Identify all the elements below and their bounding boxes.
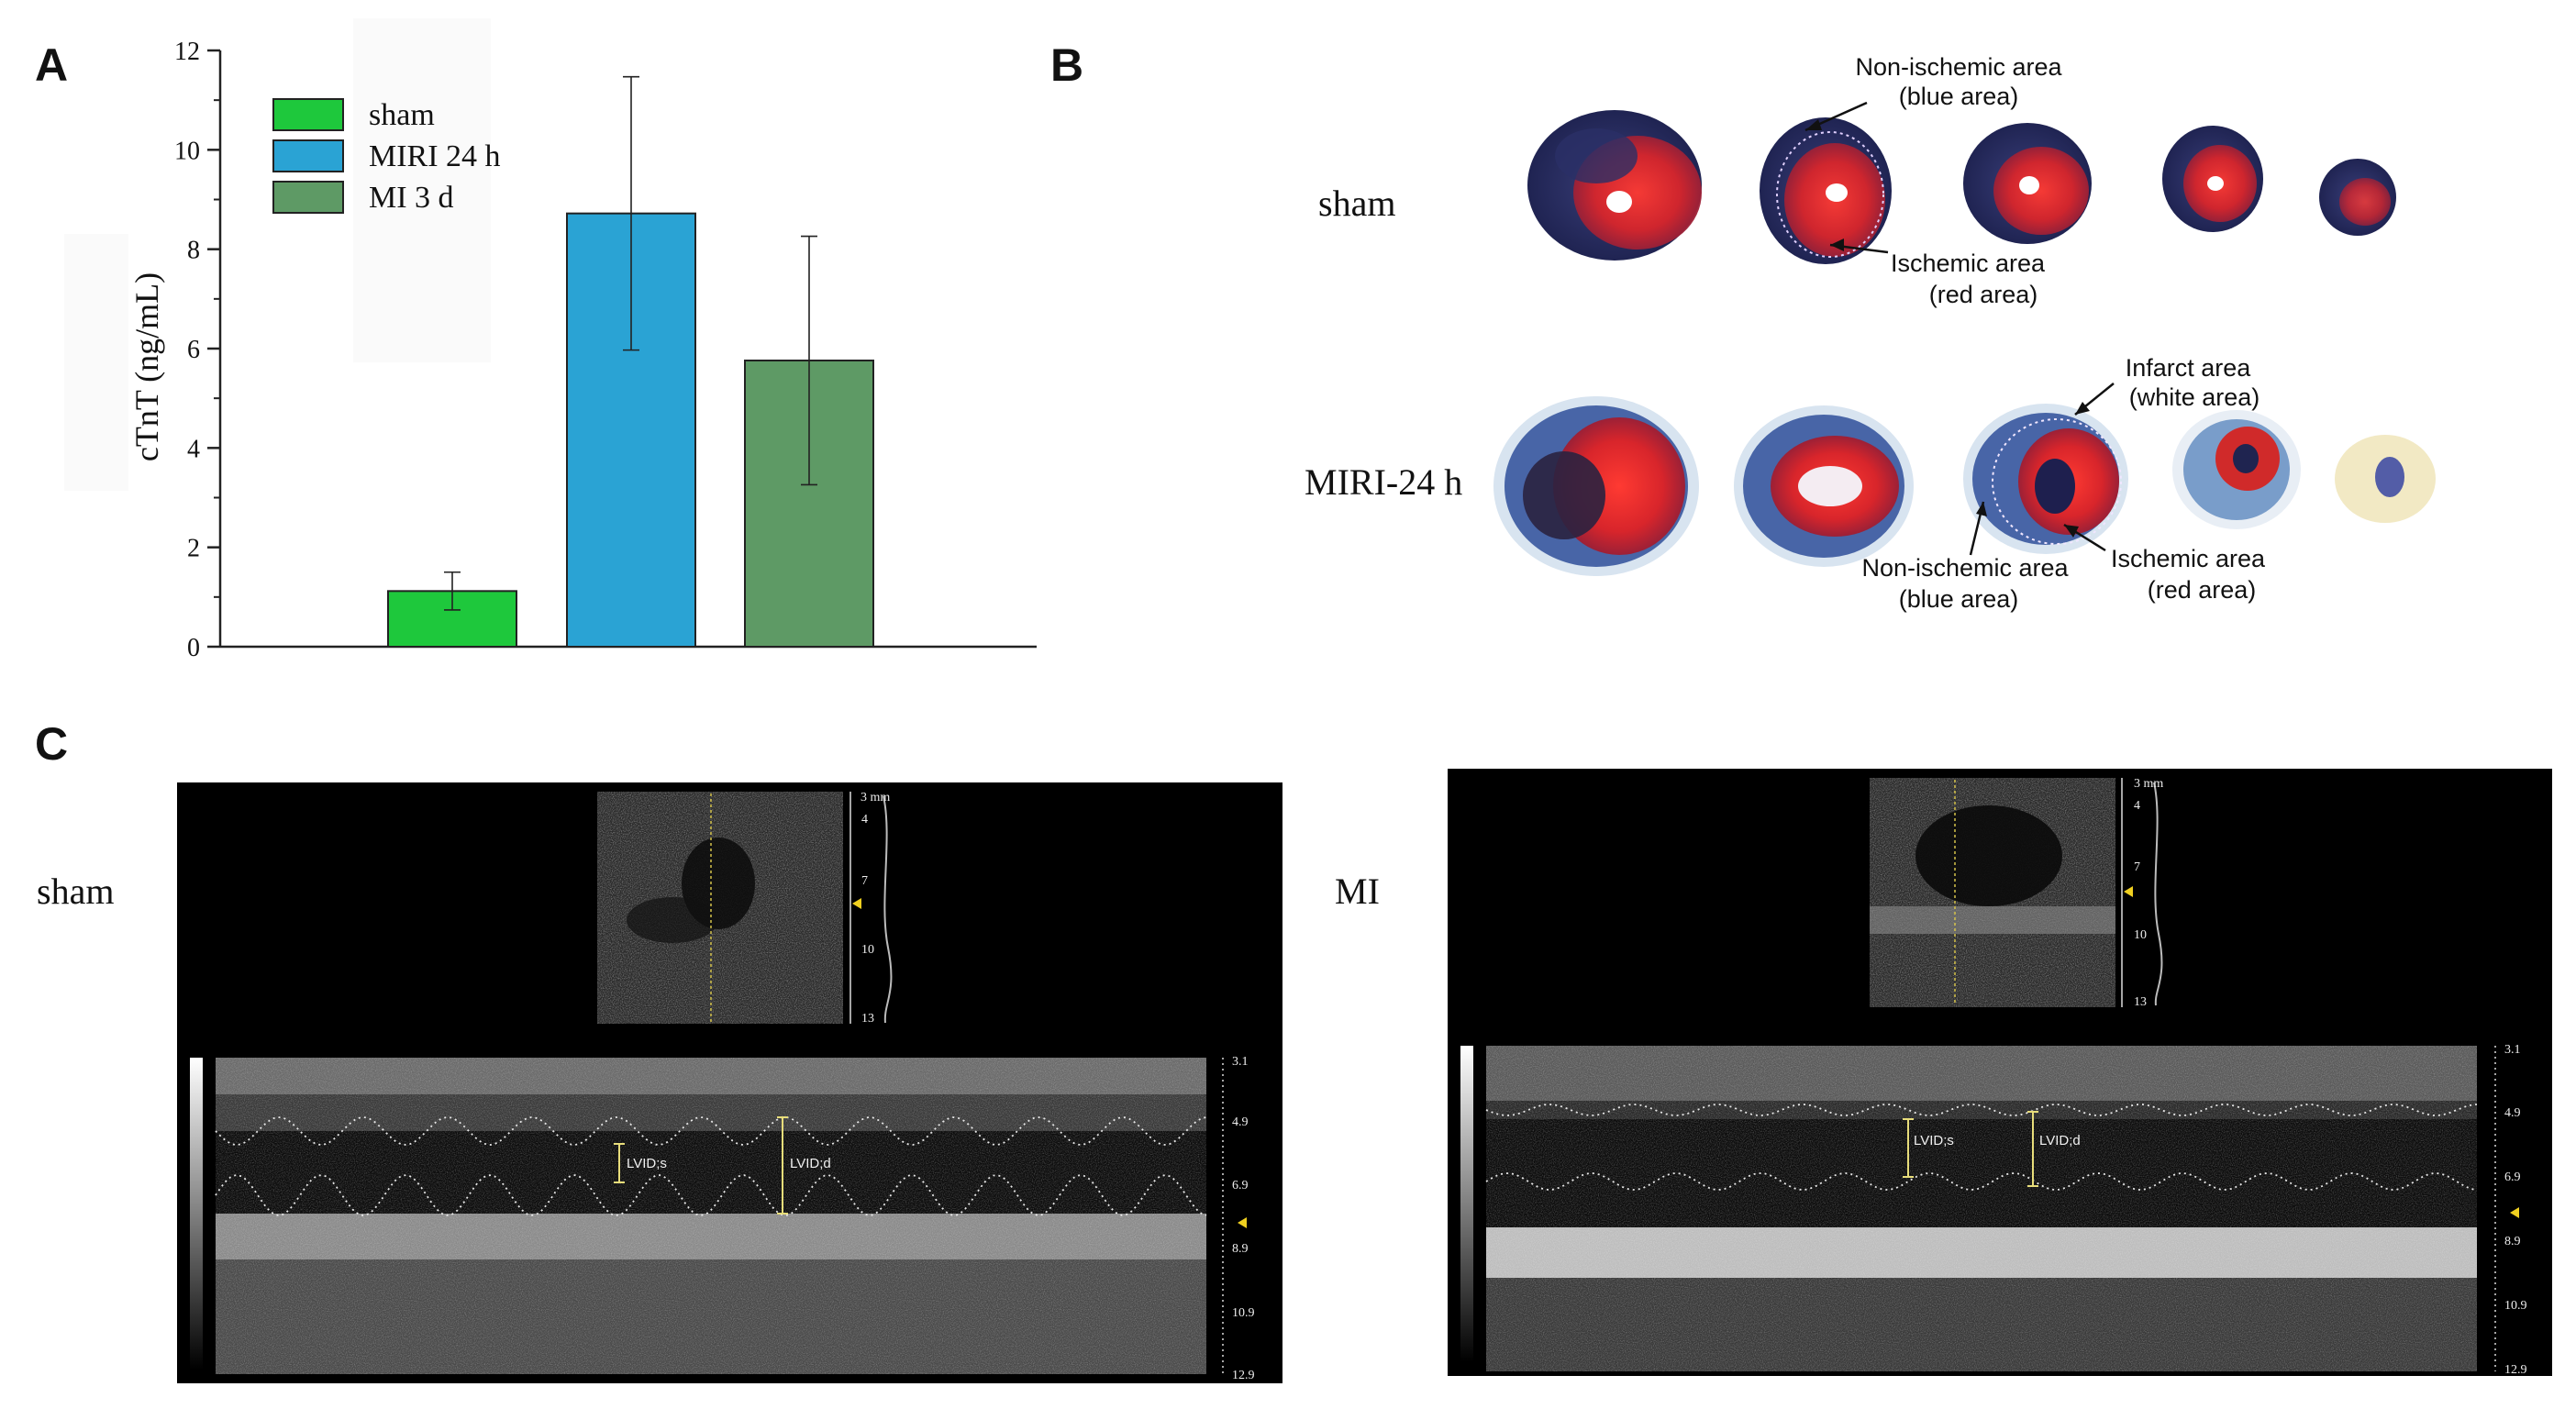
svg-text:3.1: 3.1	[2504, 1043, 2521, 1057]
bmode-image-sham	[597, 792, 843, 1024]
bmode-depth-scale-mi: 3 mm 4 7 10 13	[2121, 777, 2163, 1009]
echo-group-label-sham: sham	[37, 871, 115, 912]
svg-text:13: 13	[2134, 995, 2147, 1009]
miri-slice-4	[2172, 410, 2301, 529]
svg-text:3 mm: 3 mm	[2134, 777, 2163, 791]
svg-text:LVID;d: LVID;d	[790, 1156, 831, 1171]
miri-slice-2	[1734, 405, 1914, 567]
y-tick-label: 6	[187, 336, 200, 364]
svg-text:12.9: 12.9	[2504, 1363, 2527, 1376]
sham-slice-1	[1527, 110, 1702, 261]
svg-text:4.9: 4.9	[1232, 1115, 1249, 1129]
sham-slice-2	[1760, 117, 1892, 264]
svg-text:LVID;s: LVID;s	[1914, 1133, 1954, 1148]
miri-slice-5	[2335, 435, 2436, 523]
svg-text:Ischemic area: Ischemic area	[2111, 545, 2266, 572]
legend-label: MIRI 24 h	[369, 139, 501, 173]
svg-text:6.9: 6.9	[1232, 1179, 1249, 1193]
svg-text:10: 10	[2134, 928, 2147, 942]
ttc-staining-images	[1493, 110, 2436, 576]
miri-slice-3	[1963, 404, 2128, 554]
svg-text:8.9: 8.9	[2504, 1235, 2521, 1248]
sham-slice-4	[2162, 126, 2263, 232]
legend-swatch	[272, 98, 344, 131]
svg-text:Non-ischemic area: Non-ischemic area	[1855, 53, 2062, 81]
panel-b-letter: B	[1050, 39, 1084, 91]
grayscale-bar-sham	[190, 1058, 203, 1370]
svg-text:6.9: 6.9	[2504, 1170, 2521, 1184]
svg-text:Non-ischemic area: Non-ischemic area	[1861, 554, 2069, 582]
annotation-miri-ischemic: Ischemic area (red area)	[2063, 523, 2266, 604]
grayscale-bar-mi	[1460, 1046, 1473, 1362]
y-tick-label: 0	[187, 634, 200, 662]
svg-text:LVID;s: LVID;s	[627, 1156, 667, 1171]
svg-text:Infarct area: Infarct area	[2126, 354, 2252, 382]
svg-text:(blue area): (blue area)	[1899, 83, 2019, 110]
svg-text:4: 4	[2134, 799, 2140, 813]
staining-row-label-sham: sham	[1318, 183, 1396, 224]
mmode-depth-scale-mi: 3.1 4.9 6.9 8.9 10.9 12.9	[2494, 1043, 2527, 1377]
svg-text:4.9: 4.9	[2504, 1106, 2521, 1120]
echo-group-label-mi: MI	[1335, 871, 1380, 912]
svg-text:LVID;d: LVID;d	[2039, 1133, 2081, 1148]
mmode-depth-scale-sham: 3.1 4.9 6.9 8.9 10.9 12.9	[1222, 1055, 1255, 1382]
cTnT-bar-chart: 0 2 4 6 8 10 12 sham MIRI 24 h MI 3 d cTnT (ng/m…	[64, 18, 1037, 662]
staining-annotations: Non-ischemic area (blue area) Ischemic a…	[1804, 53, 2266, 613]
legend-swatch	[272, 139, 344, 172]
panel-c-letter: C	[35, 718, 69, 770]
miri-slice-1	[1493, 396, 1699, 576]
svg-text:Ischemic area: Ischemic area	[1891, 250, 2046, 277]
legend-label: MI 3 d	[369, 181, 454, 215]
bmode-depth-scale-sham: 3 mm 4 7 10 13	[849, 791, 893, 1026]
svg-text:7: 7	[2134, 860, 2140, 874]
mmode-image-sham: LVID;s LVID;d	[215, 1058, 1207, 1374]
y-tick-label: 8	[187, 237, 200, 265]
svg-text:4: 4	[861, 813, 868, 826]
svg-text:(blue area): (blue area)	[1899, 585, 2019, 613]
svg-text:8.9: 8.9	[1232, 1242, 1249, 1256]
bmode-image-mi	[1870, 778, 2115, 1007]
svg-text:10.9: 10.9	[2504, 1299, 2527, 1313]
annotation-sham-ischemic: Ischemic area (red area)	[1829, 239, 2046, 308]
echo-panel-mi: 3 mm 4 7 10 13 LVID;s LVID;d	[1448, 769, 2552, 1377]
svg-text:7: 7	[861, 874, 868, 888]
y-tick-label: 12	[174, 38, 200, 66]
echo-panel-sham: 3 mm 4 7 10 13 LVID;s LVID;d	[177, 782, 1282, 1383]
annotation-sham-nonischemic: Non-ischemic area (blue area)	[1804, 53, 2063, 132]
staining-row-label-miri: MIRI-24 h	[1305, 461, 1463, 503]
y-tick-label: 10	[174, 137, 200, 165]
legend-label: sham	[369, 98, 435, 132]
mmode-image-mi: LVID;s LVID;d	[1485, 1046, 2478, 1371]
y-tick-label: 2	[187, 535, 200, 563]
sham-slice-5	[2319, 159, 2396, 236]
annotation-miri-infarct: Infarct area (white area)	[2074, 354, 2260, 416]
svg-text:3 mm: 3 mm	[861, 791, 890, 804]
svg-text:3.1: 3.1	[1232, 1055, 1249, 1069]
panel-a-letter: A	[35, 39, 69, 91]
svg-text:(white area): (white area)	[2129, 383, 2260, 411]
svg-text:13: 13	[861, 1012, 874, 1026]
y-axis-label: cTnT (ng/mL)	[128, 272, 165, 461]
svg-text:12.9: 12.9	[1232, 1369, 1255, 1382]
svg-text:10: 10	[861, 943, 874, 957]
annotation-miri-nonischemic: Non-ischemic area (blue area)	[1861, 501, 2070, 613]
svg-text:(red area): (red area)	[1929, 281, 2038, 308]
sham-slice-3	[1963, 123, 2092, 244]
y-tick-label: 4	[187, 435, 200, 463]
legend-swatch	[272, 181, 344, 214]
svg-text:10.9: 10.9	[1232, 1306, 1255, 1320]
svg-text:(red area): (red area)	[2148, 576, 2257, 604]
